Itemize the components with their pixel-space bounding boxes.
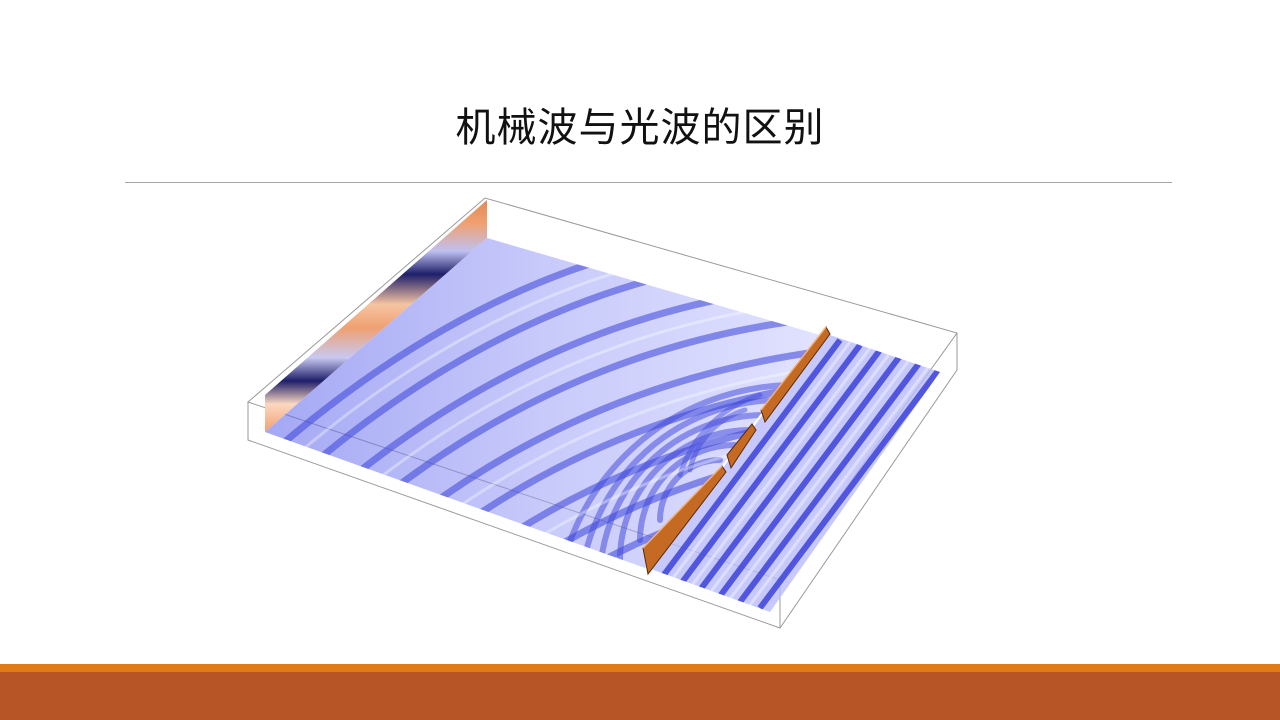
footer-bar [0, 672, 1280, 720]
wave-source-strip [265, 200, 487, 432]
title-divider [125, 182, 1172, 183]
double-slit-barrier [642, 326, 831, 576]
wave-diffraction-figure [247, 197, 958, 629]
wave-surface-right [648, 333, 940, 612]
footer-accent-line [0, 664, 1280, 672]
slide-title: 机械波与光波的区别 [455, 105, 825, 151]
